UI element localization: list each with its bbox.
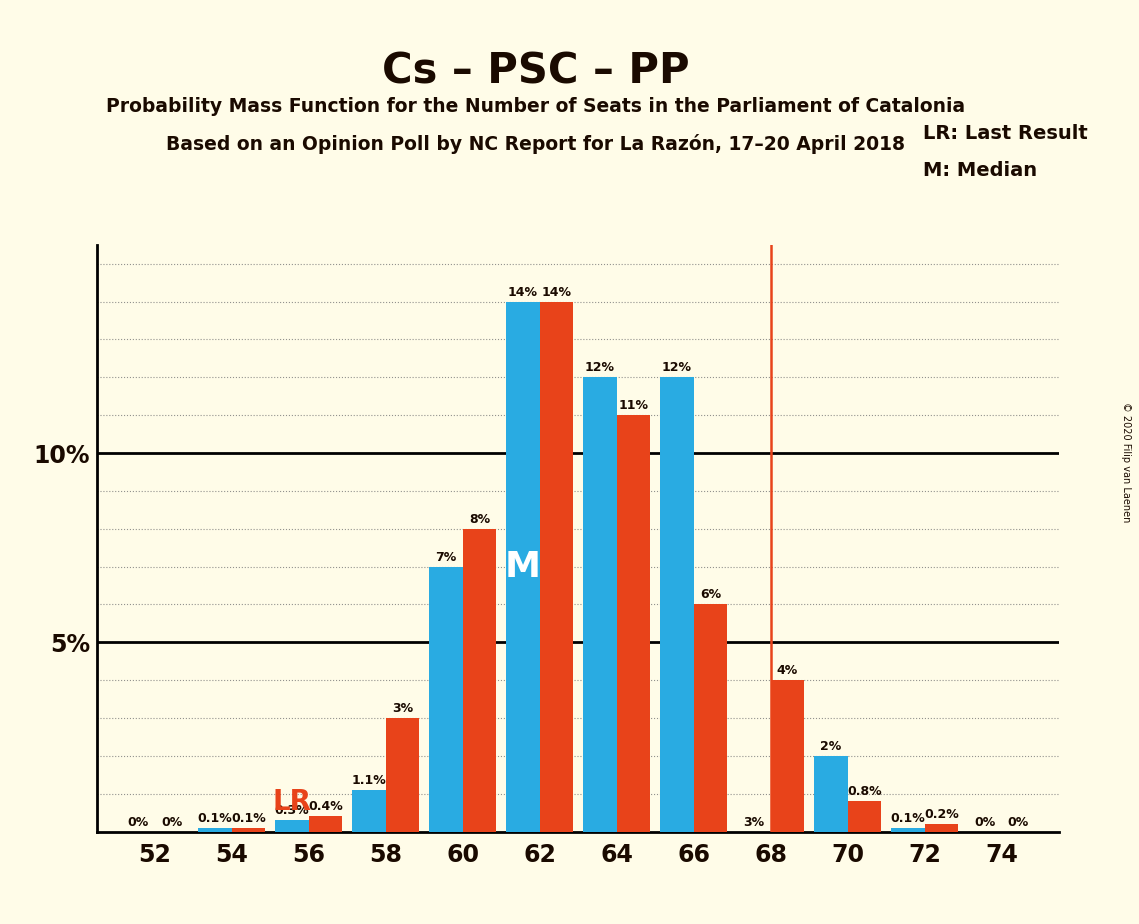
Text: Probability Mass Function for the Number of Seats in the Parliament of Catalonia: Probability Mass Function for the Number…	[106, 97, 965, 116]
Text: 0.2%: 0.2%	[924, 808, 959, 821]
Bar	[847, 801, 882, 832]
Text: M: Median: M: Median	[923, 162, 1036, 180]
Text: Based on an Opinion Poll by NC Report for La Razón, 17–20 April 2018: Based on an Opinion Poll by NC Report fo…	[166, 134, 904, 154]
Text: M: M	[505, 550, 541, 584]
Bar	[540, 301, 573, 832]
Bar	[231, 828, 265, 832]
Bar	[616, 415, 650, 832]
Bar	[385, 718, 419, 832]
Bar	[770, 680, 804, 832]
Text: 0%: 0%	[126, 816, 148, 829]
Bar	[198, 828, 231, 832]
Bar	[813, 756, 847, 832]
Text: 0.1%: 0.1%	[891, 812, 925, 825]
Text: 0.1%: 0.1%	[197, 812, 232, 825]
Text: 1.1%: 1.1%	[351, 774, 386, 787]
Text: LR: Last Result: LR: Last Result	[923, 125, 1088, 143]
Bar	[659, 377, 694, 832]
Text: Cs – PSC – PP: Cs – PSC – PP	[382, 51, 689, 92]
Bar	[309, 817, 343, 832]
Text: 0%: 0%	[1008, 816, 1030, 829]
Text: 12%: 12%	[662, 361, 691, 374]
Bar	[506, 301, 540, 832]
Text: 3%: 3%	[743, 816, 764, 829]
Text: 0%: 0%	[161, 816, 182, 829]
Bar	[583, 377, 616, 832]
Bar	[462, 529, 497, 832]
Bar	[694, 604, 728, 832]
Text: 2%: 2%	[820, 740, 842, 753]
Bar	[352, 790, 386, 832]
Text: 3%: 3%	[392, 702, 413, 715]
Text: 8%: 8%	[469, 513, 490, 526]
Text: 0.4%: 0.4%	[309, 800, 343, 813]
Bar	[891, 828, 925, 832]
Text: 11%: 11%	[618, 399, 648, 412]
Text: 0%: 0%	[974, 816, 995, 829]
Text: 4%: 4%	[777, 664, 798, 677]
Text: 12%: 12%	[584, 361, 615, 374]
Bar	[925, 824, 958, 832]
Text: 0.8%: 0.8%	[847, 785, 882, 798]
Text: 7%: 7%	[435, 551, 457, 564]
Text: 0.3%: 0.3%	[274, 804, 309, 817]
Text: 6%: 6%	[699, 589, 721, 602]
Text: 14%: 14%	[541, 286, 572, 298]
Text: © 2020 Filip van Laenen: © 2020 Filip van Laenen	[1121, 402, 1131, 522]
Text: 14%: 14%	[508, 286, 538, 298]
Bar	[428, 566, 462, 832]
Text: 0.1%: 0.1%	[231, 812, 265, 825]
Bar	[274, 821, 309, 832]
Text: LR: LR	[272, 788, 311, 817]
